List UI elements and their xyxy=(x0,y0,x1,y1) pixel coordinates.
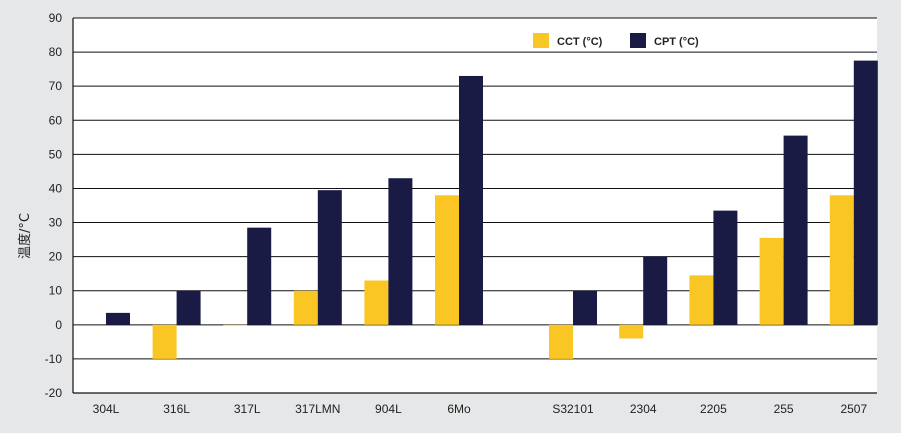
x-tick-label: 304L xyxy=(93,402,120,416)
y-tick-label: 30 xyxy=(49,216,63,230)
bar-cpt-255 xyxy=(783,135,808,325)
bar-cct-2304 xyxy=(619,324,644,339)
axes xyxy=(72,18,877,394)
bar-cct-s32101 xyxy=(549,324,573,359)
bar-cct-904l xyxy=(364,280,389,325)
legend-label-cct: CCT (°C) xyxy=(557,36,603,48)
y-tick-label: 50 xyxy=(49,147,63,161)
x-tick-label: 2304 xyxy=(630,402,657,416)
bar-cpt-317lmn xyxy=(317,190,342,325)
x-tick-label: S32101 xyxy=(552,402,594,416)
bar-cct-316l xyxy=(152,324,177,359)
bar-cpt-s32101 xyxy=(573,290,597,325)
legend: CCT (°C) CPT (°C) xyxy=(533,33,699,48)
bar-cct-6mo xyxy=(435,195,459,325)
x-tick-label: 317L xyxy=(234,402,261,416)
y-tick-labels: -20 -10 0 10 20 30 40 50 60 70 80 90 xyxy=(45,11,63,400)
x-tick-label: 255 xyxy=(774,402,794,416)
legend-label-cpt: CPT (°C) xyxy=(654,36,699,48)
bar-cpt-317l xyxy=(247,227,272,325)
bar-cct-317l xyxy=(223,324,248,326)
y-tick-label: -20 xyxy=(45,386,63,400)
bar-cct-2507 xyxy=(829,195,854,325)
y-tick-label: 40 xyxy=(49,181,63,195)
x-tick-label: 904L xyxy=(375,402,402,416)
x-tick-label: 2507 xyxy=(840,402,867,416)
bar-cpt-304l xyxy=(106,312,130,325)
y-axis-label: 温度/°C xyxy=(17,213,33,259)
y-tick-label: 60 xyxy=(49,113,63,127)
bar-cpt-316l xyxy=(176,290,201,325)
y-tick-label: 10 xyxy=(49,284,63,298)
bar-cpt-904l xyxy=(388,178,413,325)
x-tick-label: 317LMN xyxy=(295,402,340,416)
bar-cpt-2507 xyxy=(853,60,878,325)
bar-cct-2205 xyxy=(689,275,714,325)
legend-swatch-cct xyxy=(533,33,549,48)
y-tick-label: -10 xyxy=(45,352,63,366)
y-tick-label: 80 xyxy=(49,45,63,59)
y-tick-label: 90 xyxy=(49,11,63,25)
bar-cct-255 xyxy=(759,237,784,325)
bar-cpt-2205 xyxy=(713,210,738,325)
bar-cpt-2304 xyxy=(643,256,668,325)
bar-cct-317lmn xyxy=(293,290,318,325)
y-tick-label: 70 xyxy=(49,79,63,93)
legend-swatch-cpt xyxy=(630,33,646,48)
x-tick-label: 6Mo xyxy=(447,402,471,416)
x-tick-label: 316L xyxy=(163,402,190,416)
bar-cpt-6mo xyxy=(459,75,483,325)
bars xyxy=(106,60,878,359)
y-tick-label: 20 xyxy=(49,250,63,264)
y-tick-label: 0 xyxy=(55,318,62,332)
x-tick-labels: 304L 316L 317L 317LMN 904L 6Mo S32101 2304 2205 2… xyxy=(93,402,868,416)
x-tick-label: 2205 xyxy=(700,402,727,416)
